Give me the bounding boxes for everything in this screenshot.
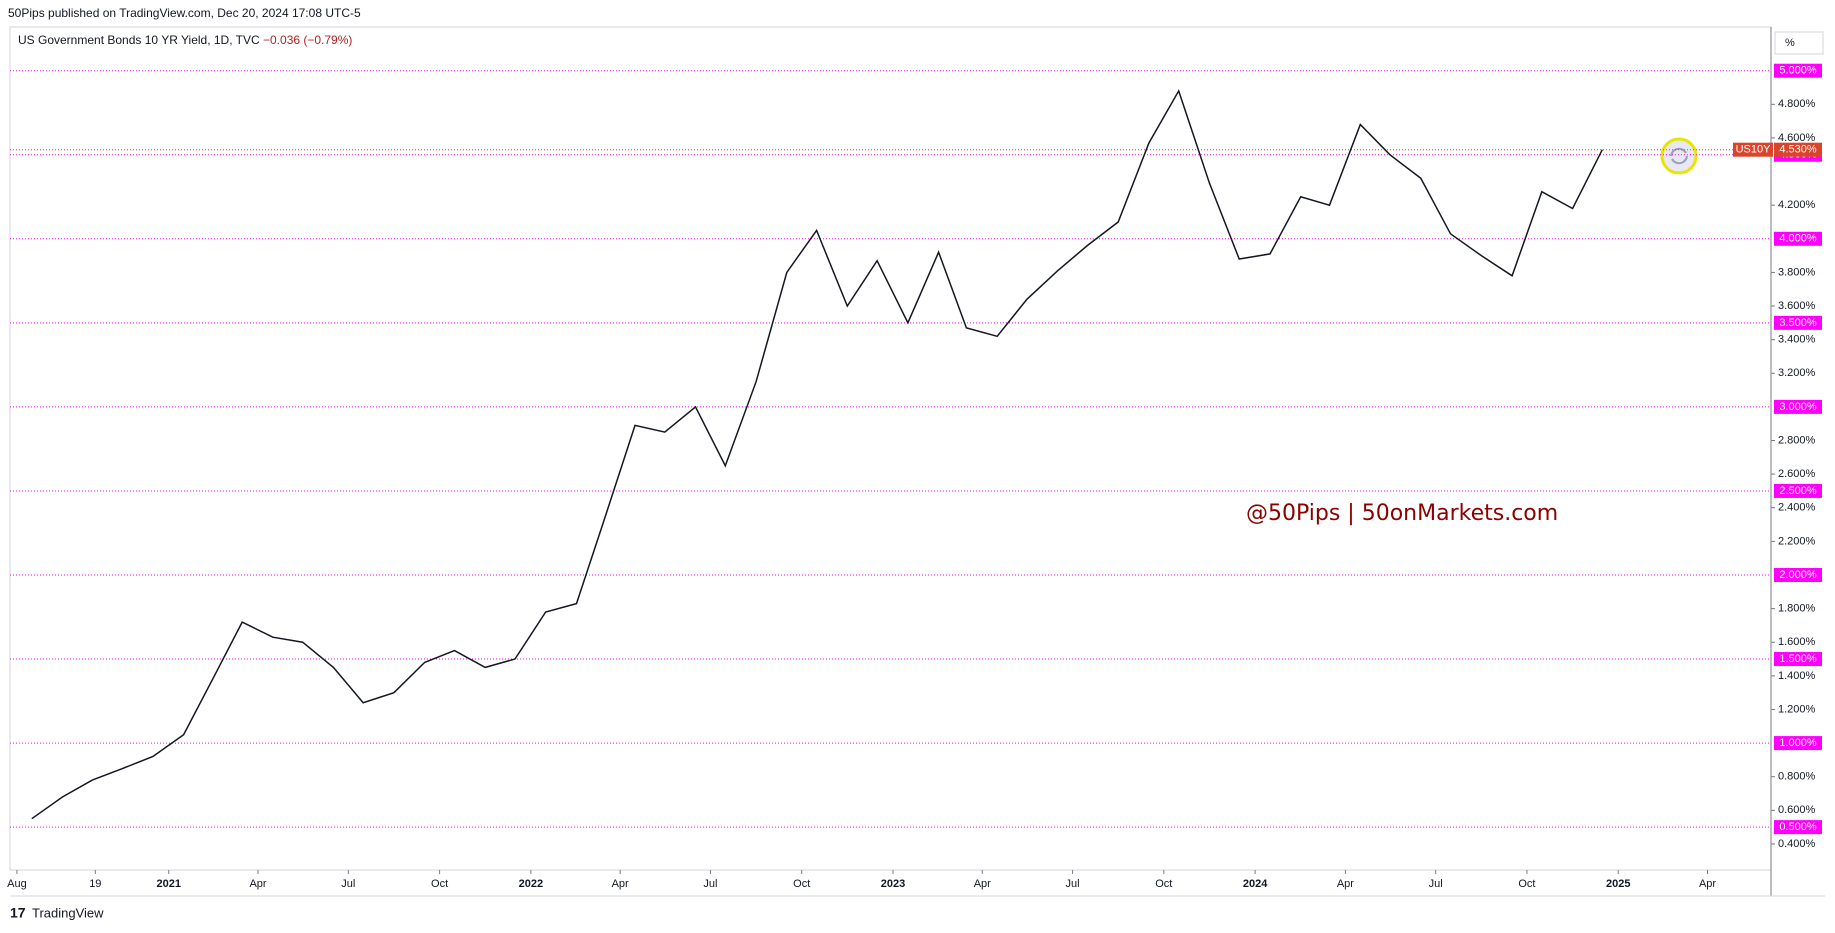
- x-tick-label: 2024: [1243, 878, 1268, 890]
- level-label: 3.500%: [1779, 317, 1817, 329]
- x-tick-label: Apr: [1699, 878, 1716, 890]
- level-label-bg: [1774, 567, 1822, 582]
- change-text: −0.036 (−0.79%): [263, 33, 352, 47]
- replay-icon[interactable]: [1660, 137, 1698, 175]
- y-tick-label: 3.400%: [1778, 334, 1816, 346]
- level-label-bg: [1774, 399, 1822, 414]
- level-label: 3.000%: [1779, 401, 1817, 413]
- level-label: 2.000%: [1779, 569, 1817, 581]
- price-line: [31, 89, 1603, 820]
- y-tick-label: 2.600%: [1778, 468, 1816, 480]
- x-tick-label: Oct: [1518, 878, 1535, 890]
- x-tick-label: Apr: [612, 878, 629, 890]
- y-tick-label: 2.200%: [1778, 535, 1816, 547]
- x-tick-label: Oct: [793, 878, 810, 890]
- unit-box[interactable]: [1774, 31, 1824, 55]
- y-tick-label: 3.200%: [1778, 367, 1816, 379]
- footer-brand[interactable]: TradingView: [32, 905, 104, 920]
- axis-unit[interactable]: %: [1785, 37, 1795, 49]
- y-tick-label: 4.200%: [1778, 199, 1816, 211]
- level-label: 1.000%: [1779, 737, 1817, 749]
- level-label-bg: [1774, 820, 1822, 835]
- x-tick-label: Apr: [1337, 878, 1354, 890]
- y-tick-label: 4.600%: [1778, 132, 1816, 144]
- y-tick-label: 3.600%: [1778, 300, 1816, 312]
- replay-arrows[interactable]: [1670, 147, 1688, 165]
- x-tick-label: Jul: [1429, 878, 1443, 890]
- x-tick-label: Oct: [431, 878, 448, 890]
- x-tick-label: Jul: [703, 878, 717, 890]
- last-symbol: US10Y: [1736, 144, 1772, 156]
- y-tick-label: 4.800%: [1778, 98, 1816, 110]
- publish-header: 50Pips published on TradingView.com, Dec…: [8, 6, 361, 20]
- level-label: 1.500%: [1779, 653, 1817, 665]
- watermark: @50Pips | 50onMarkets.com: [1246, 501, 1558, 526]
- level-label: 0.500%: [1779, 821, 1817, 833]
- y-tick-label: 0.800%: [1778, 771, 1816, 783]
- y-tick-label: 1.200%: [1778, 703, 1816, 715]
- y-tick-label: 1.800%: [1778, 603, 1816, 615]
- x-tick-label: Apr: [249, 878, 266, 890]
- y-tick-label: 1.400%: [1778, 670, 1816, 682]
- level-label-bg: [1774, 315, 1822, 330]
- level-label: 5.000%: [1779, 65, 1817, 77]
- y-tick-label: 2.800%: [1778, 434, 1816, 446]
- x-tick-label: Aug: [7, 878, 27, 890]
- y-tick-label: 1.600%: [1778, 636, 1816, 648]
- last-price-label: 4.530%: [1779, 144, 1817, 156]
- x-tick-label: 2022: [519, 878, 543, 890]
- level-label: 4.000%: [1779, 233, 1817, 245]
- x-tick-label: Apr: [974, 878, 991, 890]
- level-label: 2.500%: [1779, 485, 1817, 497]
- x-tick-label: 19: [89, 878, 101, 890]
- level-label-bg: [1774, 483, 1822, 498]
- tv-logo-mark[interactable]: 17: [10, 905, 26, 921]
- y-tick-label: 3.800%: [1778, 266, 1816, 278]
- x-tick-label: Jul: [1066, 878, 1080, 890]
- x-tick-label: 2021: [156, 878, 180, 890]
- level-label-bg: [1774, 63, 1822, 78]
- y-tick-label: 2.400%: [1778, 502, 1816, 514]
- last-price-bg: [1774, 142, 1822, 157]
- x-tick-label: 2023: [881, 878, 905, 890]
- level-label-bg: [1774, 736, 1822, 751]
- x-tick-label: 2025: [1606, 878, 1630, 890]
- x-tick-label: Oct: [1155, 878, 1172, 890]
- symbol-title: US Government Bonds 10 YR Yield, 1D, TVC: [18, 33, 260, 47]
- y-tick-label: 0.600%: [1778, 804, 1816, 816]
- level-label-bg: [1774, 231, 1822, 246]
- y-tick-label: 0.400%: [1778, 838, 1816, 850]
- last-symbol-bg: [1733, 142, 1773, 157]
- level-label-bg: [1774, 652, 1822, 667]
- x-tick-label: Jul: [341, 878, 355, 890]
